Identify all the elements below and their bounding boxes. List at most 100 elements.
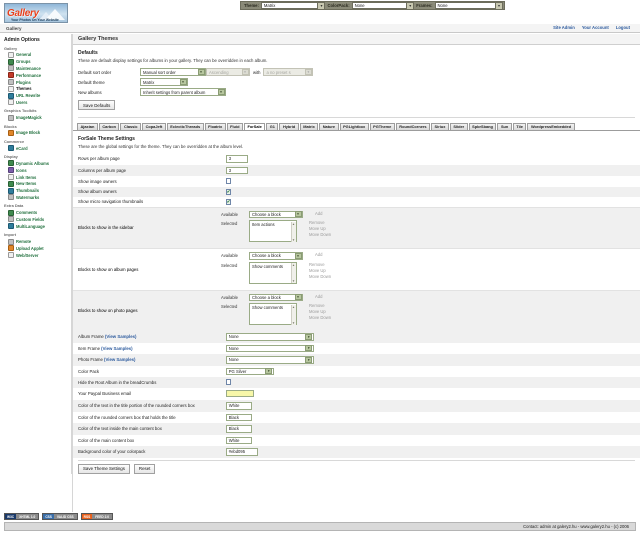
scroll-down-icon[interactable]: ▾ bbox=[292, 279, 295, 283]
tab-tile[interactable]: Tile bbox=[512, 122, 527, 130]
album-frame-view-samples-link[interactable]: (View Samples) bbox=[105, 334, 137, 340]
scroll-up-icon[interactable]: ▴ bbox=[292, 221, 295, 226]
sidebar-item-watermarks[interactable]: Watermarks bbox=[3, 194, 68, 201]
tab-g1[interactable]: G1 bbox=[266, 122, 279, 130]
item-frame-view-samples-link[interactable]: (View Samples) bbox=[101, 345, 133, 351]
tab-forsale[interactable]: ForSale bbox=[243, 122, 266, 130]
photo-frame-view-samples-link[interactable]: (View Samples) bbox=[104, 357, 136, 363]
remove-block-button-blocks-to-show-on-album-pages[interactable]: Remove bbox=[309, 261, 325, 267]
move-down-button-blocks-to-show-on-album-pages[interactable]: Move Down bbox=[309, 273, 332, 279]
tab-pgtheme[interactable]: PGTheme bbox=[369, 122, 395, 130]
available-block-select-blocks-to-show-on-album-pages[interactable]: Choose a block ▾ bbox=[249, 252, 303, 260]
sidebar-item-new-items[interactable]: New Items bbox=[3, 180, 68, 187]
list-item[interactable]: Show comments bbox=[252, 305, 283, 310]
sidebar-item-imagemagick[interactable]: ImageMagick bbox=[3, 114, 68, 121]
move-down-button-blocks-to-show-in-the-sidebar[interactable]: Move Down bbox=[309, 232, 332, 238]
sidebar-item-general[interactable]: General bbox=[3, 51, 68, 59]
sidebar-item-groups[interactable]: Groups bbox=[3, 58, 68, 65]
paypal-email-input[interactable] bbox=[225, 389, 254, 397]
tab-wordpressembedded[interactable]: WordpressEmbedded bbox=[527, 122, 575, 130]
sidebar-item-upload-applet[interactable]: Upload Applet bbox=[3, 245, 68, 252]
move-up-button-blocks-to-show-in-the-sidebar[interactable]: Move Up bbox=[309, 226, 326, 232]
reset-button[interactable]: Reset bbox=[133, 463, 156, 474]
scroll-up-icon[interactable]: ▴ bbox=[292, 263, 295, 267]
frames-dropdown[interactable]: None ▾ bbox=[434, 2, 503, 9]
cols-per-page-input[interactable]: 3 bbox=[225, 166, 248, 174]
tab-slider[interactable]: Slider bbox=[449, 122, 468, 130]
remove-block-button-blocks-to-show-on-photo-pages[interactable]: Remove bbox=[309, 303, 325, 308]
tab-hybrid[interactable]: Hybrid bbox=[279, 122, 299, 130]
tab-floatrix[interactable]: Floatrix bbox=[204, 122, 226, 130]
badge-css[interactable]: CSS VALID CSS bbox=[42, 513, 78, 520]
content-box-color-input[interactable]: White bbox=[225, 436, 252, 444]
list-item[interactable]: Item actions bbox=[252, 222, 275, 227]
scroll-up-icon[interactable]: ▴ bbox=[292, 304, 295, 309]
theme-dropdown[interactable]: Matrix ▾ bbox=[260, 2, 326, 9]
tab-nature[interactable]: Nature bbox=[319, 122, 339, 130]
colorpack-dropdown[interactable]: None ▾ bbox=[351, 2, 415, 9]
add-block-button-blocks-to-show-on-photo-pages[interactable]: Add bbox=[315, 293, 323, 299]
item-frame-select[interactable]: None ▾ bbox=[225, 344, 314, 352]
sidebar-item-performance[interactable]: Performance bbox=[3, 72, 68, 79]
selected-blocks-list-blocks-to-show-in-the-sidebar[interactable]: Item actions ▴ ▾ bbox=[249, 220, 297, 242]
sidebar-item-thumbnails[interactable]: Thumbnails bbox=[3, 187, 68, 194]
move-down-button-blocks-to-show-on-photo-pages[interactable]: Move Down bbox=[309, 315, 332, 321]
new-albums-select[interactable]: Inherit settings from parent album ▾ bbox=[140, 88, 226, 96]
tab-fluid[interactable]: Fluid bbox=[226, 122, 243, 130]
album-frame-select[interactable]: None ▾ bbox=[225, 333, 314, 341]
sidebar-item-image-block[interactable]: Image Block bbox=[3, 129, 68, 137]
available-block-select-blocks-to-show-in-the-sidebar[interactable]: Choose a block ▾ bbox=[249, 210, 303, 218]
sidebar-item-link-items[interactable]: Link Items bbox=[3, 174, 68, 181]
title-box-color-input[interactable]: Black bbox=[225, 413, 252, 421]
available-block-select-blocks-to-show-on-photo-pages[interactable]: Choose a block ▾ bbox=[249, 293, 303, 301]
save-theme-settings-button[interactable]: Save Theme Settings bbox=[78, 463, 130, 474]
remove-block-button-blocks-to-show-in-the-sidebar[interactable]: Remove bbox=[309, 220, 325, 225]
tab-roundcorners[interactable]: RoundCorners bbox=[395, 122, 431, 130]
tab-siriux[interactable]: Siriux bbox=[431, 122, 449, 130]
sidebar-item-comments[interactable]: Comments bbox=[3, 209, 68, 216]
photo-frame-select[interactable]: None ▾ bbox=[225, 356, 314, 364]
sort-direction-select[interactable]: Ascending ▾ bbox=[206, 68, 250, 76]
tab-ajaxian[interactable]: Ajaxian bbox=[77, 122, 98, 130]
sidebar-item-maintenance[interactable]: Maintenance bbox=[3, 65, 68, 72]
selected-blocks-list-blocks-to-show-on-album-pages[interactable]: Show comments ▴ ▾ bbox=[249, 261, 297, 284]
scrollbar[interactable]: ▴ ▾ bbox=[290, 221, 296, 242]
move-up-button-blocks-to-show-on-album-pages[interactable]: Move Up bbox=[309, 267, 326, 273]
logout-link[interactable]: Logout bbox=[615, 25, 630, 30]
rows-per-page-input[interactable]: 3 bbox=[225, 155, 248, 163]
sidebar-item-ecard[interactable]: eCard bbox=[3, 145, 68, 152]
hide-root-album-checkbox[interactable] bbox=[225, 379, 232, 385]
badge-w3c[interactable]: W3C XHTML 1.0 bbox=[4, 513, 40, 520]
tab-eclecticthreads[interactable]: EclecticThreads bbox=[166, 122, 204, 130]
sidebar-item-plugins[interactable]: Plugins bbox=[3, 79, 68, 86]
tab-classic[interactable]: Classic bbox=[120, 122, 142, 130]
sidebar-item-custom-fields[interactable]: Custom Fields bbox=[3, 216, 68, 223]
scroll-down-icon[interactable]: ▾ bbox=[292, 237, 295, 242]
sidebar-item-icons[interactable]: Icons bbox=[3, 167, 68, 174]
list-item[interactable]: Show comments bbox=[252, 263, 283, 269]
sidebar-item-remote[interactable]: Remote bbox=[3, 238, 68, 245]
sidebar-item-web-server[interactable]: Web/Server bbox=[3, 252, 68, 259]
gallery-logo[interactable]: Gallery Your Photos On Your Website bbox=[4, 3, 68, 23]
scrollbar[interactable]: ▴ ▾ bbox=[290, 304, 296, 325]
breadcrumb[interactable]: Gallery bbox=[6, 25, 22, 31]
background-color-input[interactable]: #ebd095 bbox=[225, 448, 258, 456]
show-album-owners-checkbox[interactable]: ✔ bbox=[225, 188, 232, 195]
default-sort-order-select[interactable]: Manual sort order ▾ bbox=[140, 68, 206, 76]
tab-pglightbox[interactable]: PGLightbox bbox=[339, 122, 369, 130]
tab-copajeft[interactable]: CopaJeft bbox=[142, 122, 166, 130]
scroll-down-icon[interactable]: ▾ bbox=[292, 320, 295, 325]
sidebar-item-users[interactable]: Users bbox=[3, 99, 68, 106]
color-pack-select[interactable]: PG Silver ▾ bbox=[225, 367, 274, 375]
move-up-button-blocks-to-show-on-photo-pages[interactable]: Move Up bbox=[309, 309, 326, 315]
sidebar-item-multilanguage[interactable]: MultiLanguage bbox=[3, 223, 68, 230]
sidebar-item-dynamic-albums[interactable]: Dynamic Albums bbox=[3, 160, 68, 167]
tab-matrix[interactable]: Matrix bbox=[299, 122, 319, 130]
site-admin-link[interactable]: Site Admin bbox=[553, 25, 575, 30]
sidebar-item-url-rewrite[interactable]: URL Rewrite bbox=[3, 92, 68, 99]
save-defaults-button[interactable]: Save Defaults bbox=[78, 100, 116, 110]
add-block-button-blocks-to-show-in-the-sidebar[interactable]: Add bbox=[315, 210, 323, 216]
default-theme-select[interactable]: Matrix ▾ bbox=[140, 78, 188, 86]
show-image-owners-checkbox[interactable] bbox=[225, 178, 232, 184]
sort-preset-select[interactable]: a no preset s ▾ bbox=[263, 68, 314, 76]
